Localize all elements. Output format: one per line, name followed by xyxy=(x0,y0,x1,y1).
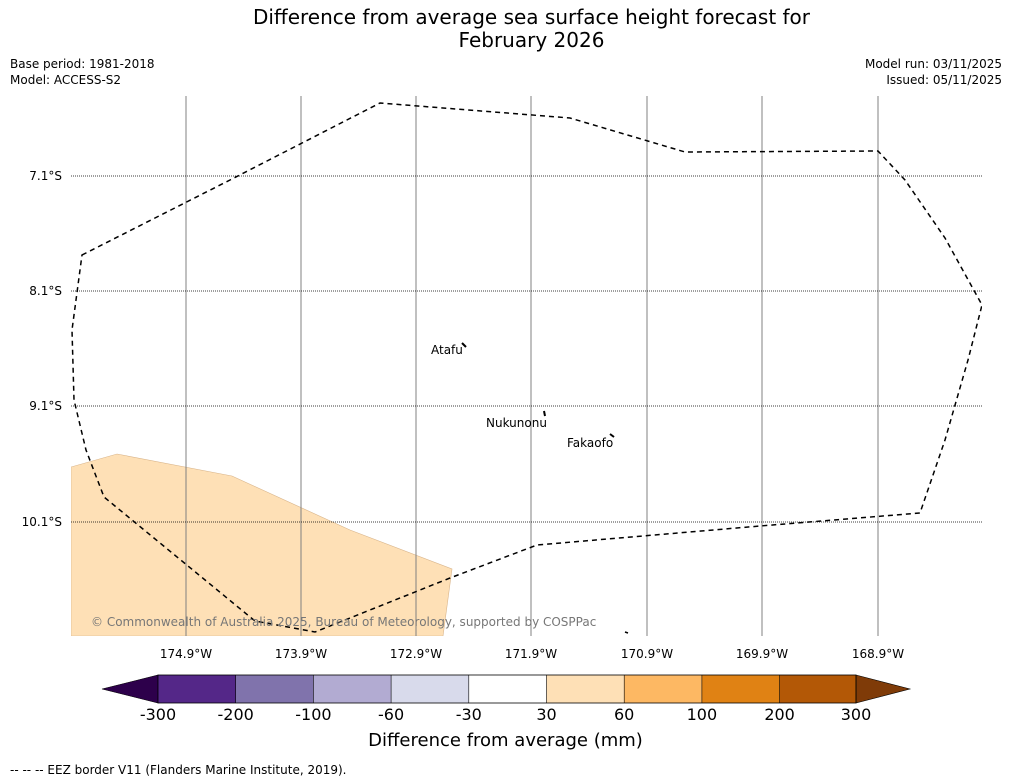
island-label-fakaofo: Fakaofo xyxy=(567,436,614,450)
lat-label: 7.1°S xyxy=(29,169,62,183)
colorbar-bin xyxy=(391,675,469,703)
lon-label: 170.9°W xyxy=(620,647,674,661)
issued-date: Issued: 05/11/2025 xyxy=(886,73,1002,87)
lon-label: 169.9°W xyxy=(735,647,789,661)
colorbar-extend-high xyxy=(855,674,912,704)
colorbar-bin xyxy=(546,675,625,703)
colorbar-tick: 30 xyxy=(536,705,557,724)
colorbar-bin xyxy=(468,675,547,703)
colorbar-tick: -60 xyxy=(378,705,405,724)
copyright-text: © Commonwealth of Australia 2025, Bureau… xyxy=(91,615,596,629)
lon-label: 171.9°W xyxy=(504,647,558,661)
anomaly-region-30-60 xyxy=(71,453,453,636)
colorbar-tick: -100 xyxy=(295,705,332,724)
colorbar-title: Difference from average (mm) xyxy=(368,730,643,751)
colorbar-tick: 60 xyxy=(614,705,635,724)
colorbar-tick: 300 xyxy=(840,705,872,724)
colorbar-tick: -30 xyxy=(455,705,482,724)
lat-label: 8.1°S xyxy=(29,284,62,298)
lat-label: 10.1°S xyxy=(21,515,62,529)
eez-legend-footer: -- -- -- EEZ border V11 (Flanders Marine… xyxy=(10,763,347,777)
colorbar xyxy=(101,674,912,704)
colorbar-bin xyxy=(313,675,392,703)
colorbar-frame xyxy=(157,674,857,704)
colorbar-bin xyxy=(158,675,236,703)
colorbar-bin xyxy=(779,675,856,703)
map-title-line1: Difference from average sea surface heig… xyxy=(252,5,811,29)
colorbar-extend-low xyxy=(101,674,159,704)
colorbar-tick: 100 xyxy=(686,705,718,724)
island-label-atafu: Atafu xyxy=(431,343,463,357)
colorbar-bin xyxy=(235,675,314,703)
lon-label: 172.9°W xyxy=(389,647,443,661)
island-label-nukunonu: Nukunonu xyxy=(486,416,547,430)
fakaofo-island-shape xyxy=(609,433,615,438)
colorbar-bin xyxy=(701,675,780,703)
model-name: Model: ACCESS-S2 xyxy=(10,73,122,87)
swains-island-shape xyxy=(624,631,629,634)
map-title-line2: February 2026 xyxy=(458,28,605,52)
colorbar-tick: 200 xyxy=(764,705,795,724)
nukunonu-island-shape xyxy=(543,410,546,417)
lon-label: 168.9°W xyxy=(851,647,905,661)
lat-label: 9.1°S xyxy=(29,399,62,413)
atafu-island-shape xyxy=(461,342,467,348)
lon-label: 173.9°W xyxy=(274,647,328,661)
colorbar-tick: -300 xyxy=(139,705,177,724)
eez-border xyxy=(71,102,982,633)
model-run: Model run: 03/11/2025 xyxy=(864,57,1002,71)
base-period: Base period: 1981-2018 xyxy=(10,57,155,71)
lon-label: 174.9°W xyxy=(159,647,213,661)
colorbar-bin xyxy=(624,675,702,703)
colorbar-tick: -200 xyxy=(217,705,254,724)
